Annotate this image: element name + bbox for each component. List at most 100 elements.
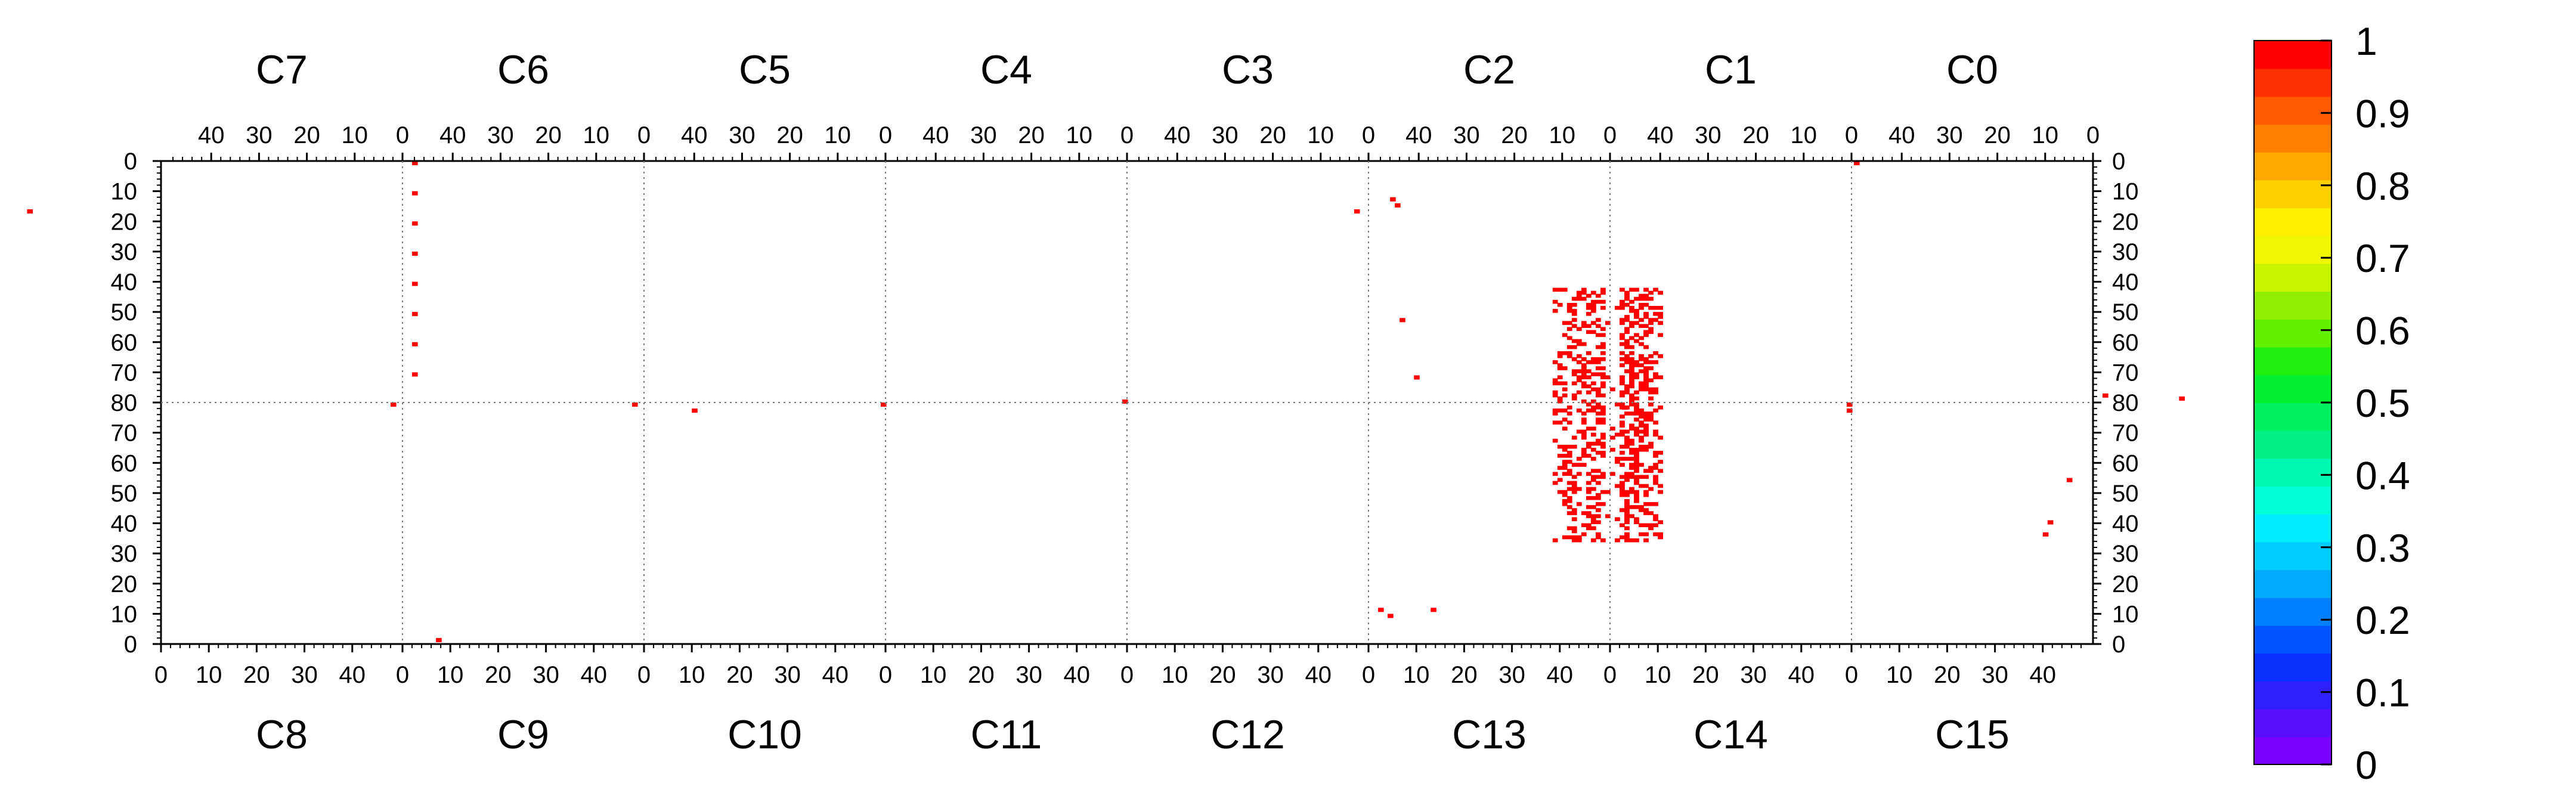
heatmap-cell xyxy=(1595,520,1601,525)
heatmap-cell xyxy=(1624,457,1630,461)
colorbar-segment xyxy=(2254,208,2332,236)
x-tick-label-top: 0 xyxy=(1120,122,1134,148)
colorbar-segment xyxy=(2254,597,2332,626)
colorbar-segment xyxy=(2254,235,2332,264)
heatmap-cell xyxy=(1629,472,1634,476)
heatmap-cell xyxy=(1634,517,1639,521)
heatmap-cell xyxy=(1566,472,1572,476)
heatmap-cell xyxy=(1595,387,1601,392)
y-tick-label-left: 0 xyxy=(124,148,137,175)
heatmap-cell xyxy=(1595,481,1601,485)
heatmap-cell xyxy=(1634,454,1639,458)
y-tick-label-right: 80 xyxy=(2112,390,2139,416)
heatmap-cell xyxy=(1610,426,1615,431)
heatmap-cell xyxy=(1557,302,1563,307)
x-tick-label-top: 40 xyxy=(198,122,225,148)
heatmap-cell xyxy=(1605,514,1611,518)
heatmap-cell xyxy=(1648,290,1654,295)
heatmap-cell xyxy=(1557,354,1563,358)
heatmap-cell xyxy=(1620,451,1625,455)
heatmap-cell xyxy=(1610,472,1615,476)
x-tick-label-bottom: 10 xyxy=(920,662,947,688)
heatmap-cell xyxy=(1600,287,1606,292)
heatmap-cell xyxy=(1571,535,1577,540)
heatmap-cell xyxy=(1600,538,1606,543)
heatmap-cell xyxy=(1653,463,1658,467)
heatmap-cell xyxy=(1590,496,1596,500)
heatmap-cell xyxy=(1566,306,1572,310)
heatmap-cell xyxy=(1620,457,1625,461)
heatmap-cell xyxy=(1643,411,1649,416)
heatmap-cell xyxy=(1590,405,1596,410)
heatmap-cell xyxy=(1620,508,1625,512)
heatmap-cell xyxy=(1643,360,1649,364)
heatmap-cell xyxy=(1566,405,1572,410)
heatmap-cell xyxy=(1576,429,1582,434)
heatmap-cell xyxy=(1629,309,1634,313)
colorbar-tick-label: 0.2 xyxy=(2355,598,2410,642)
heatmap-cell xyxy=(1624,538,1630,543)
heatmap-cell xyxy=(1629,451,1634,455)
heatmap-cell xyxy=(1566,321,1572,325)
heatmap-cell xyxy=(1586,511,1592,515)
heatmap-cell xyxy=(1634,411,1639,416)
heatmap-cell xyxy=(1624,387,1630,392)
colorbar-segment xyxy=(2254,179,2332,209)
sector-label-bottom: C8 xyxy=(256,712,308,757)
colorbar-segment xyxy=(2254,680,2332,710)
x-tick-label-top: 20 xyxy=(1984,122,2011,148)
sector-label-bottom: C13 xyxy=(1452,712,1527,757)
y-tick-label-right: 30 xyxy=(2112,239,2139,265)
x-tick-label-bottom: 30 xyxy=(1981,662,2008,688)
heatmap-cell xyxy=(1590,408,1596,413)
heatmap-cell xyxy=(1620,390,1625,395)
colorbar-segment xyxy=(2254,402,2332,431)
heatmap-cell xyxy=(1643,538,1649,543)
y-tick-label-right: 0 xyxy=(2112,148,2125,175)
heatmap-cell xyxy=(1643,312,1649,316)
y-tick-label-left: 20 xyxy=(111,209,138,235)
heatmap-cell xyxy=(880,402,887,407)
heatmap-cell xyxy=(1600,420,1606,425)
x-tick-label-top: 10 xyxy=(1549,122,1576,148)
heatmap-cell xyxy=(1571,302,1577,307)
heatmap-cell xyxy=(1648,411,1654,416)
x-tick-label-bottom: 0 xyxy=(879,662,892,688)
heatmap-cell xyxy=(1658,315,1664,319)
heatmap-cell xyxy=(1354,209,1360,214)
heatmap-cell xyxy=(1581,384,1587,389)
heatmap-cell xyxy=(1639,357,1644,361)
y-tick-label-left: 60 xyxy=(111,450,138,476)
heatmap-cell xyxy=(1615,538,1620,543)
heatmap-cell xyxy=(1653,481,1658,485)
heatmap-cell xyxy=(1653,312,1658,316)
heatmap-cell xyxy=(1643,315,1649,319)
heatmap-cell xyxy=(1658,290,1664,295)
heatmap-cell xyxy=(1595,496,1601,500)
heatmap-cell xyxy=(1571,484,1577,488)
heatmap-cell xyxy=(1648,402,1654,407)
heatmap-cell xyxy=(1590,441,1596,446)
heatmap-cell xyxy=(1629,351,1634,355)
heatmap-cell xyxy=(412,281,418,286)
colorbar-segment xyxy=(2254,41,2332,69)
heatmap-cell xyxy=(1658,484,1664,488)
heatmap-cell xyxy=(1378,608,1384,612)
y-tick-label-right: 20 xyxy=(2112,571,2139,597)
heatmap-cell xyxy=(1566,454,1572,458)
heatmap-cell xyxy=(1552,472,1558,476)
heatmap-cell xyxy=(1552,287,1558,292)
heatmap-cell xyxy=(1639,318,1644,322)
heatmap-cell xyxy=(1629,399,1634,404)
heatmap-cell xyxy=(1552,411,1558,416)
heatmap-cell xyxy=(1629,360,1634,364)
heatmap-cell xyxy=(1653,408,1658,413)
heatmap-cell xyxy=(1639,438,1644,443)
heatmap-cell xyxy=(1629,287,1634,292)
heatmap-cell xyxy=(1639,447,1644,452)
x-tick-label-bottom: 20 xyxy=(485,662,512,688)
heatmap-cell xyxy=(1600,417,1606,422)
heatmap-cell xyxy=(1581,435,1587,440)
heatmap-cell xyxy=(1581,357,1587,361)
heatmap-cell xyxy=(1620,302,1625,307)
